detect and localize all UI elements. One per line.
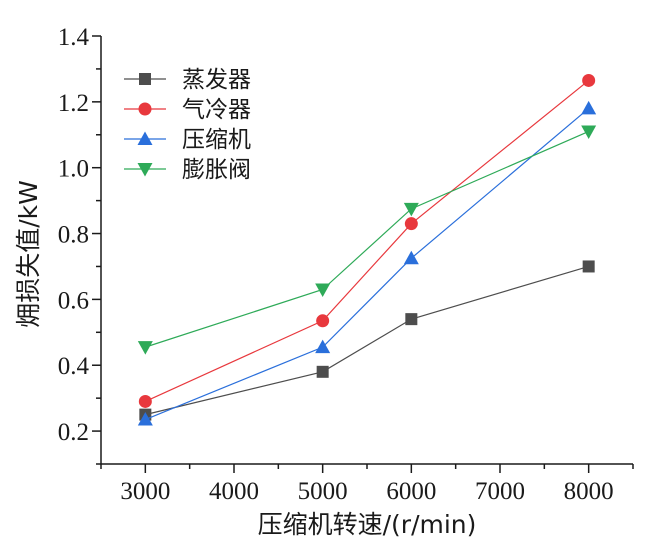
data-point	[138, 394, 152, 408]
y-tick-label: 0.8	[58, 222, 89, 249]
series-group	[138, 73, 596, 408]
y-tick-label: 0.6	[58, 287, 89, 314]
series-line	[145, 130, 589, 348]
data-point	[582, 73, 596, 87]
x-tick-label: 8000	[564, 478, 614, 505]
y-ticks: 0.2 0.4 0.6 0.8 1.0 1.2 1.4	[58, 24, 101, 465]
y-tick-label: 1.2	[58, 90, 89, 117]
x-tick-label: 3000	[120, 478, 170, 505]
legend-item: 蒸发器	[124, 67, 251, 93]
legend-marker	[138, 102, 152, 116]
legend-marker	[139, 73, 151, 85]
series-group	[139, 260, 595, 421]
data-point	[405, 313, 418, 326]
series-line	[145, 107, 590, 421]
data-point	[137, 412, 153, 426]
data-point	[403, 250, 419, 265]
data-point	[404, 217, 418, 231]
x-tick-label: 5000	[298, 478, 348, 505]
x-tick-label: 4000	[209, 478, 259, 505]
legend-label: 膨胀阀	[182, 157, 251, 183]
x-tick-label: 6000	[386, 478, 436, 505]
legend-label: 压缩机	[182, 127, 251, 153]
y-tick-label: 0.4	[58, 353, 90, 380]
y-tick-label: 0.2	[58, 419, 89, 446]
series-line	[145, 79, 590, 402]
data-point	[316, 365, 329, 378]
data-point	[581, 100, 597, 115]
data-point	[582, 260, 595, 273]
series-group	[137, 125, 597, 355]
series-layer	[137, 73, 597, 426]
series-line	[145, 265, 589, 416]
legend-item: 气冷器	[124, 97, 251, 123]
legend-marker	[137, 131, 153, 145]
axes	[100, 36, 633, 465]
legend-label: 气冷器	[182, 97, 251, 123]
legend-item: 膨胀阀	[124, 157, 251, 183]
data-point	[315, 283, 331, 298]
series-group	[137, 100, 597, 426]
x-tick-label: 7000	[475, 478, 525, 505]
y-tick-label: 1.4	[58, 24, 90, 51]
legend-marker	[137, 163, 153, 177]
legend-label: 蒸发器	[182, 67, 251, 93]
data-point	[137, 341, 153, 355]
data-point	[403, 202, 419, 217]
data-point	[581, 125, 597, 139]
y-tick-label: 1.0	[58, 156, 89, 183]
y-axis-title: 㶲损失值/kW	[14, 180, 43, 328]
x-axis-title: 压缩机转速/(r/min)	[258, 510, 477, 539]
legend-item: 压缩机	[124, 127, 251, 153]
x-ticks: 3000 4000 5000 6000 7000 8000	[100, 464, 634, 505]
data-point	[316, 314, 330, 328]
data-point	[315, 339, 331, 354]
